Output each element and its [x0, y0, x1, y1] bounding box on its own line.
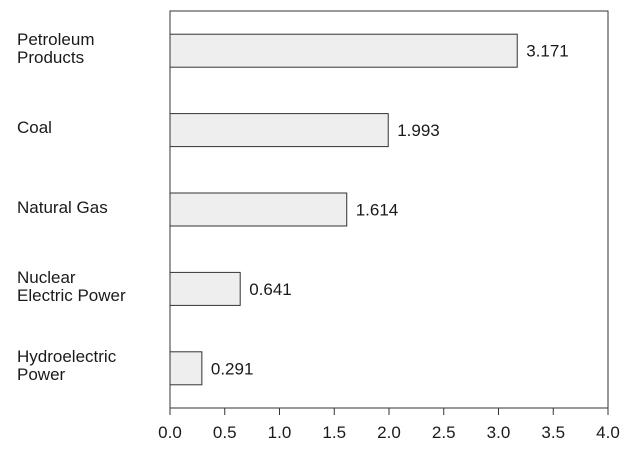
category-label: Hydroelectric Power	[17, 347, 117, 385]
bar	[169, 192, 348, 227]
value-label: 1.993	[397, 121, 440, 140]
category-label: Natural Gas	[17, 197, 108, 217]
value-label: 0.291	[211, 359, 254, 378]
value-label: 3.171	[526, 42, 569, 61]
category-label: Nuclear Electric Power	[17, 267, 126, 305]
bar	[169, 271, 241, 306]
x-tick-label: 3.5	[541, 423, 565, 442]
x-tick-label: 0.0	[158, 423, 182, 442]
x-tick-label: 1.5	[322, 423, 346, 442]
x-tick-label: 0.5	[213, 423, 237, 442]
category-label: Petroleum Products	[17, 29, 95, 67]
x-tick-label: 3.0	[487, 423, 511, 442]
x-tick-label: 1.0	[268, 423, 292, 442]
value-label: 0.641	[249, 280, 292, 299]
value-label: 1.614	[356, 201, 399, 220]
bar	[169, 351, 203, 386]
bar	[169, 33, 518, 68]
category-label: Coal	[17, 118, 52, 138]
bar	[169, 113, 389, 148]
x-tick-label: 4.0	[596, 423, 620, 442]
x-tick-label: 2.0	[377, 423, 401, 442]
x-tick-label: 2.5	[432, 423, 456, 442]
